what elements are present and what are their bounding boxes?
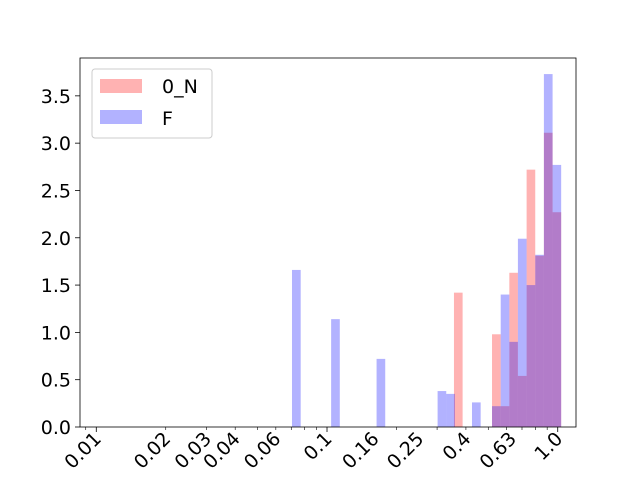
x-tick-label: 0.1	[300, 428, 337, 465]
y-tick-label: 2.0	[41, 228, 71, 250]
bar-f-4	[446, 393, 455, 427]
bar-0-n-0	[453, 292, 463, 427]
x-tick-label: 0.06	[240, 428, 285, 473]
legend-box	[91, 68, 213, 139]
y-tick-label: 0.0	[41, 417, 71, 439]
bar-f-0	[291, 269, 301, 427]
y-tick-label: 1.0	[41, 322, 71, 344]
bars-layer	[291, 74, 562, 427]
y-tick-label: 0.5	[41, 370, 71, 392]
x-tick-label: 0.25	[383, 428, 428, 473]
bar-f-2	[376, 358, 386, 427]
legend-label-0-n: 0_N	[162, 76, 198, 98]
bar-f-12	[543, 74, 553, 427]
bar-0-n-8	[552, 212, 562, 427]
bar-0-n-1	[492, 334, 501, 427]
bar-f-10	[526, 285, 536, 427]
bar-0-n-5	[526, 169, 536, 427]
bar-f-1	[331, 319, 340, 427]
x-tick-label: 1.0	[530, 428, 567, 465]
y-tick-label: 1.5	[41, 275, 71, 297]
x-axis: 0.01 0.020.030.040.06 0.1 0.16 0.25 0.4 0.63 1.…	[60, 427, 567, 473]
bar-f-6	[492, 406, 501, 427]
plot-frame	[79, 57, 577, 428]
bar-0-n-4	[517, 375, 527, 427]
bar-0-n-3	[509, 272, 518, 427]
y-tick-label: 2.5	[41, 180, 71, 202]
y-tick-label: 3.0	[41, 133, 71, 155]
y-axis: 0.0 0.5 1.0 1.5 2.0 2.5 3.0 3.5	[41, 86, 80, 439]
bar-f-9	[517, 238, 527, 427]
bar-0-n-7	[543, 132, 553, 427]
series-0-n	[453, 132, 562, 427]
bar-0-n-2	[500, 406, 510, 427]
bar-f-11	[535, 254, 544, 427]
bar-f-13	[552, 164, 562, 427]
x-tick-label: 0.4	[439, 428, 476, 465]
x-tick-label: 0.63	[475, 428, 520, 473]
legend-swatch-f	[100, 110, 142, 124]
bar-f-5	[471, 402, 481, 427]
x-tick-label: 0.16	[338, 428, 383, 473]
bar-f-7	[500, 294, 510, 427]
legend: 0_N F	[91, 68, 213, 139]
legend-swatch-0-n	[100, 79, 142, 93]
series-f	[291, 74, 562, 427]
bar-f-3	[437, 391, 447, 427]
bar-f-8	[509, 341, 518, 427]
bar-0-n-6	[535, 255, 544, 427]
y-tick-label: 3.5	[41, 86, 71, 108]
x-tick-label: 0.02	[130, 428, 175, 473]
legend-label-f: F	[162, 108, 173, 130]
